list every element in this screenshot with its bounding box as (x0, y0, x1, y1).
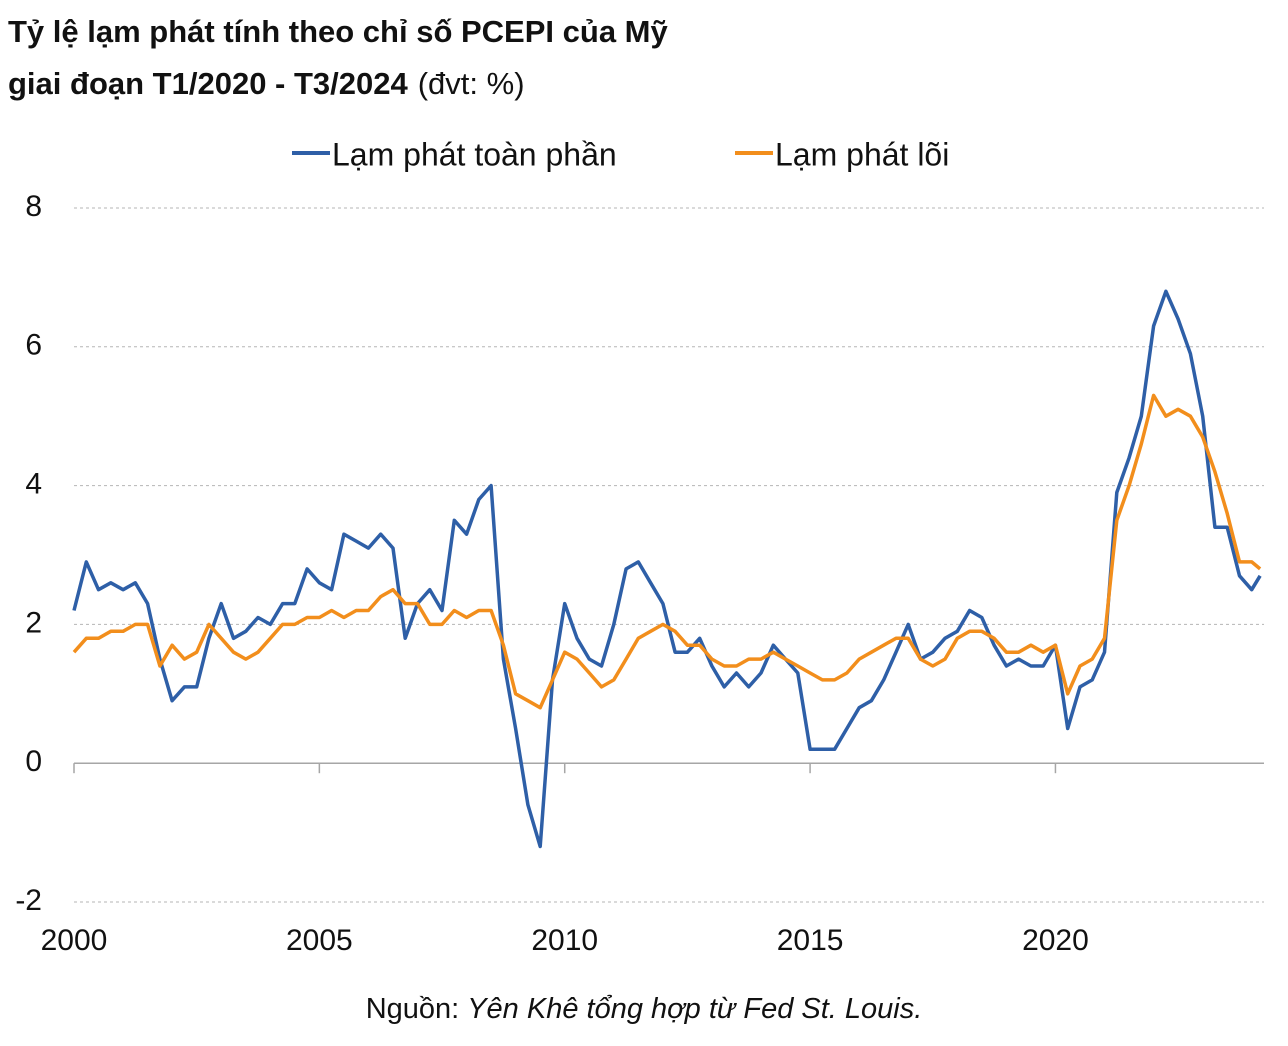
x-tick-label: 2005 (286, 924, 353, 957)
legend-label: Lạm phát lõi (775, 136, 949, 172)
series-line (72, 393, 1262, 710)
title-line: giai đoạn T1/2020 - T3/2024 (đvt: %) (8, 66, 525, 101)
unit-note: (đvt: %) (418, 66, 525, 101)
source-label: Nguồn: (366, 993, 460, 1025)
y-tick-label: 8 (25, 190, 42, 223)
chart-title: Tỷ lệ lạm phát tính theo chỉ số PCEPI củ… (8, 14, 668, 49)
source-text: Yên Khê tổng hợp từ Fed St. Louis. (467, 993, 922, 1025)
x-tick-label: 2000 (41, 924, 108, 957)
y-tick-label: 0 (25, 745, 42, 778)
x-tick-label: 2015 (777, 924, 844, 957)
y-tick-label: 6 (25, 329, 42, 362)
y-tick-label: -2 (15, 884, 42, 917)
y-tick-label: 4 (25, 468, 42, 501)
source: Nguồn: Yên Khê tổng hợp từ Fed St. Louis. (366, 993, 923, 1025)
x-tick-label: 2020 (1022, 924, 1089, 957)
x-tick-label: 2010 (531, 924, 598, 957)
legend-label: Lạm phát toàn phần (332, 136, 617, 172)
y-tick-label: 2 (25, 606, 42, 639)
chart-title-line2: giai đoạn T1/2020 - T3/2024 (8, 66, 408, 101)
